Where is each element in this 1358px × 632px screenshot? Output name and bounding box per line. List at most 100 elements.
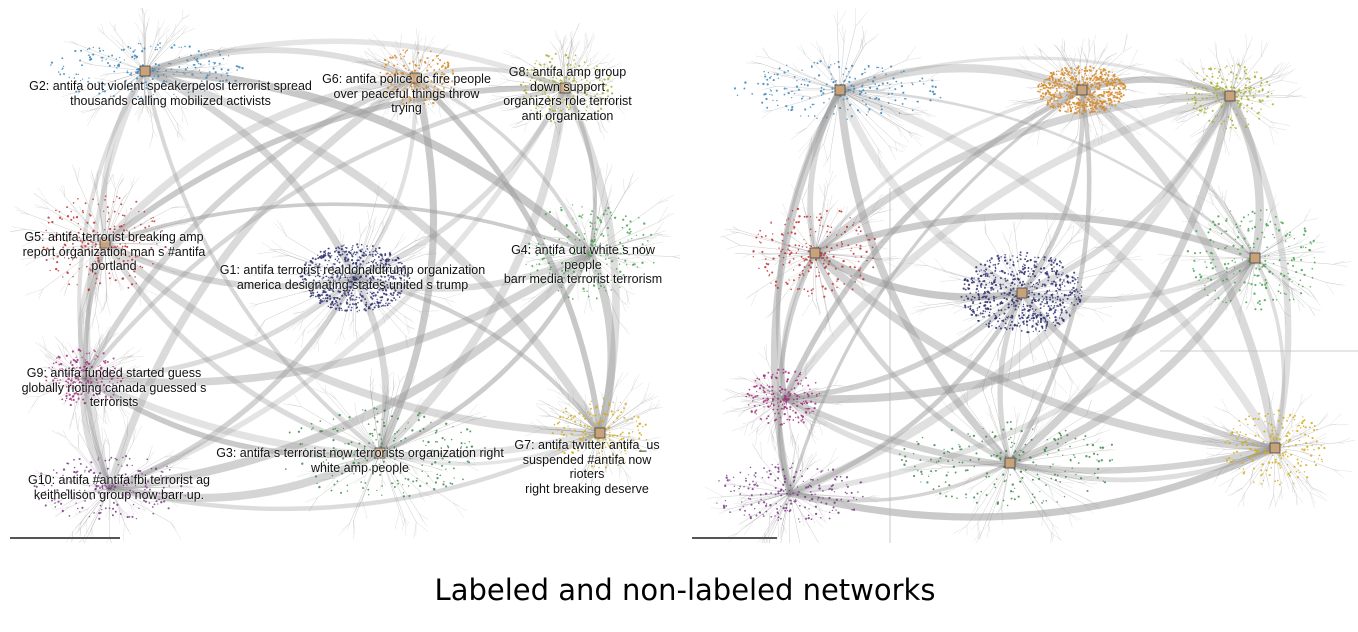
cluster-branch <box>336 410 348 421</box>
cluster-branch <box>418 46 428 62</box>
network-node <box>600 107 603 110</box>
network-node <box>391 299 394 302</box>
network-node <box>337 258 340 260</box>
network-node <box>158 85 161 88</box>
network-node <box>305 269 308 272</box>
cluster-branch <box>371 384 375 398</box>
network-node <box>602 87 604 90</box>
network-node <box>150 45 152 47</box>
cluster-branch <box>565 272 573 277</box>
network-node <box>156 43 159 46</box>
network-node <box>341 294 344 297</box>
network-node <box>312 294 314 297</box>
cluster-spoke <box>104 184 108 244</box>
cluster-branch <box>1088 34 1097 53</box>
cluster-branch <box>597 121 605 140</box>
network-node <box>619 401 622 404</box>
cluster-branch <box>393 382 396 391</box>
cluster-branch <box>82 62 93 65</box>
network-node <box>436 88 440 91</box>
cluster-branch <box>596 165 599 181</box>
network-node <box>93 237 95 239</box>
cluster-branch <box>93 285 97 295</box>
network-node <box>219 80 222 83</box>
cluster-branch <box>426 64 436 69</box>
cluster-branch <box>301 329 305 349</box>
network-node <box>584 247 586 249</box>
network-node <box>115 58 118 60</box>
network-node <box>380 299 383 302</box>
network-node <box>66 392 68 395</box>
network-node <box>605 245 607 247</box>
cluster-branch <box>328 393 337 400</box>
network-node <box>360 481 363 483</box>
network-node <box>122 229 126 232</box>
network-node <box>365 272 368 275</box>
cluster-branch <box>134 98 145 116</box>
network-node <box>444 439 446 441</box>
cluster-spoke <box>564 49 586 89</box>
network-node <box>535 89 538 92</box>
cluster-spoke <box>144 30 146 72</box>
cluster-spoke <box>84 341 108 379</box>
cluster-branch <box>949 276 961 280</box>
network-node <box>394 299 397 301</box>
network-node <box>451 80 454 83</box>
cluster-branch <box>74 527 81 534</box>
cluster-branch <box>177 449 191 460</box>
cluster-branch <box>360 60 369 65</box>
cluster-branch <box>349 319 354 326</box>
network-node <box>351 272 354 275</box>
cluster-branch <box>371 222 376 233</box>
network-node <box>606 90 609 93</box>
cluster-branch <box>657 197 664 204</box>
network-node <box>352 294 354 297</box>
network-node <box>225 72 228 75</box>
network-node <box>594 243 596 246</box>
cluster-branch <box>613 403 628 414</box>
network-node <box>418 64 420 67</box>
network-node <box>362 295 364 297</box>
network-node <box>416 104 419 107</box>
network-node <box>70 218 73 221</box>
cluster-branch <box>368 48 377 61</box>
network-node <box>528 69 530 71</box>
cluster-branch <box>575 107 582 112</box>
network-node <box>579 263 582 266</box>
cluster-branch <box>98 326 100 341</box>
network-node <box>385 93 388 96</box>
cluster-branch <box>798 127 807 134</box>
cluster-spoke <box>64 196 106 244</box>
network-node <box>154 63 157 66</box>
network-node <box>64 244 67 247</box>
network-node <box>561 269 564 272</box>
network-node <box>227 55 230 57</box>
network-node <box>462 478 464 481</box>
cluster-branch <box>181 494 198 505</box>
cluster-branch <box>411 466 420 477</box>
network-node <box>430 421 432 424</box>
cluster-branch <box>118 178 124 187</box>
network-node <box>321 278 323 280</box>
network-node <box>101 508 103 511</box>
network-node <box>319 250 322 253</box>
cluster-spoke <box>69 242 106 281</box>
cluster-branch <box>540 424 549 430</box>
network-node <box>123 59 125 61</box>
network-node <box>90 263 93 266</box>
network-node <box>315 295 317 298</box>
network-node <box>566 69 570 72</box>
cluster-branch <box>429 450 439 453</box>
network-node <box>587 87 590 90</box>
network-node <box>373 265 375 268</box>
cluster-spoke <box>564 87 614 103</box>
network-node <box>560 208 563 212</box>
network-node <box>100 57 102 59</box>
network-node <box>208 74 211 76</box>
network-node <box>524 102 526 104</box>
cluster-branch <box>290 282 306 287</box>
cluster-branch <box>592 197 597 205</box>
network-node <box>86 352 88 355</box>
cluster-branch <box>452 86 462 89</box>
network-node <box>442 73 445 76</box>
